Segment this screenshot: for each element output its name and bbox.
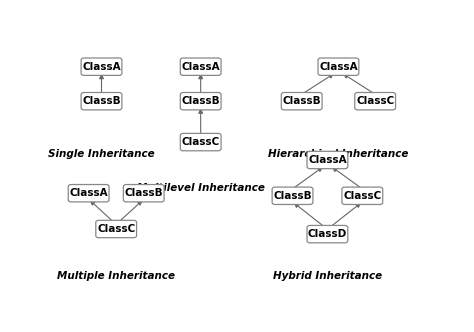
Text: ClassB: ClassB xyxy=(283,96,321,106)
FancyBboxPatch shape xyxy=(281,93,322,110)
Text: ClassD: ClassD xyxy=(308,229,347,239)
Text: Hybrid Inheritance: Hybrid Inheritance xyxy=(273,271,382,281)
FancyBboxPatch shape xyxy=(81,93,122,110)
FancyBboxPatch shape xyxy=(180,58,221,75)
Text: ClassB: ClassB xyxy=(82,96,121,106)
Text: ClassA: ClassA xyxy=(308,155,346,165)
Text: ClassA: ClassA xyxy=(82,62,121,72)
FancyBboxPatch shape xyxy=(96,220,137,238)
Text: ClassA: ClassA xyxy=(319,62,358,72)
FancyBboxPatch shape xyxy=(318,58,359,75)
Text: Single Inheritance: Single Inheritance xyxy=(48,149,155,159)
FancyBboxPatch shape xyxy=(68,185,109,202)
FancyBboxPatch shape xyxy=(180,133,221,151)
Text: ClassB: ClassB xyxy=(182,96,220,106)
FancyBboxPatch shape xyxy=(123,185,164,202)
Text: ClassB: ClassB xyxy=(125,188,163,198)
Text: ClassC: ClassC xyxy=(182,137,220,147)
FancyBboxPatch shape xyxy=(307,151,348,169)
Text: ClassC: ClassC xyxy=(343,191,382,201)
Text: ClassA: ClassA xyxy=(182,62,220,72)
FancyBboxPatch shape xyxy=(342,187,383,205)
Text: Hierarchical Inheritance: Hierarchical Inheritance xyxy=(268,149,409,159)
FancyBboxPatch shape xyxy=(180,93,221,110)
Text: ClassA: ClassA xyxy=(69,188,108,198)
FancyBboxPatch shape xyxy=(272,187,313,205)
FancyBboxPatch shape xyxy=(355,93,396,110)
Text: ClassC: ClassC xyxy=(97,224,135,234)
FancyBboxPatch shape xyxy=(81,58,122,75)
Text: Multilevel Inheritance: Multilevel Inheritance xyxy=(137,183,264,193)
FancyBboxPatch shape xyxy=(307,225,348,243)
Text: Multiple Inheritance: Multiple Inheritance xyxy=(57,271,175,281)
Text: ClassC: ClassC xyxy=(356,96,394,106)
Text: ClassB: ClassB xyxy=(273,191,312,201)
